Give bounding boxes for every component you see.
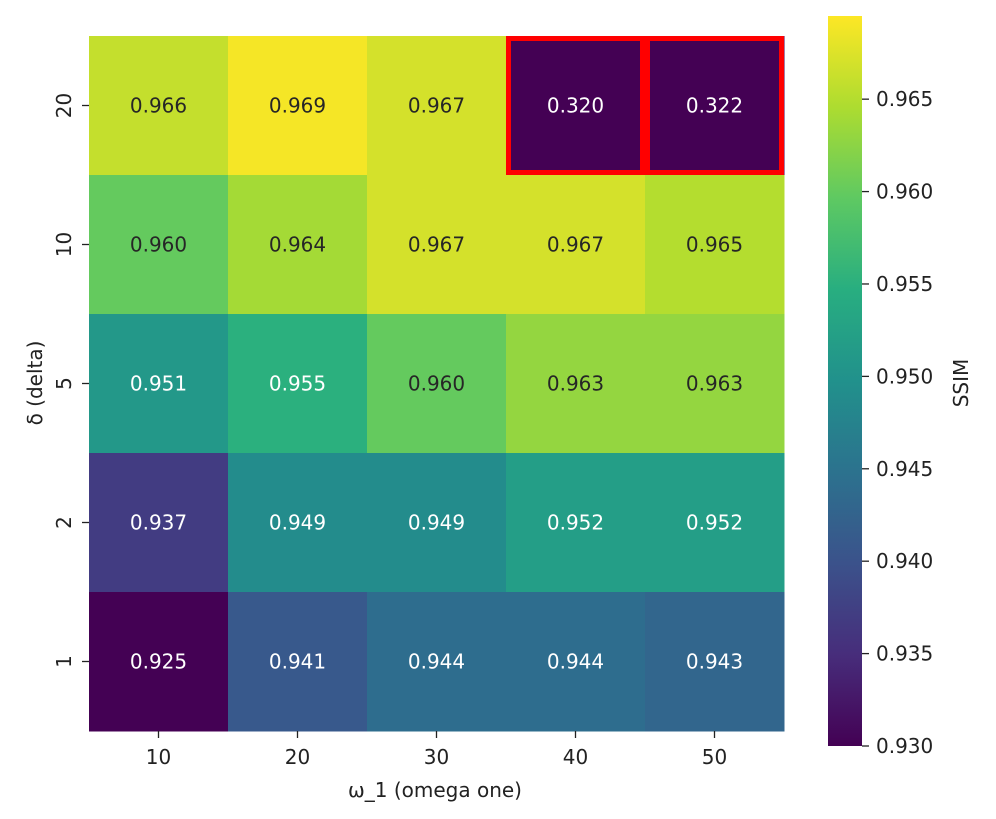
x-tick-label: 10: [146, 745, 171, 769]
cell-value-label: 0.949: [408, 511, 465, 535]
heatmap-cell: [367, 36, 507, 176]
cell-value-label: 0.964: [269, 233, 326, 257]
heatmap-cell: [645, 36, 785, 176]
highlight-boxes: [506, 36, 784, 175]
highlight-box: [645, 36, 784, 175]
cell-value-label: 0.944: [408, 650, 465, 674]
cell-value-label: 0.955: [269, 372, 326, 396]
heatmap-cell: [506, 314, 646, 454]
heatmap-cell: [645, 453, 785, 593]
y-tick-label: 2: [52, 516, 76, 529]
x-axis-title: ω_1 (omega one): [348, 778, 522, 802]
y-tick-label: 20: [52, 93, 76, 118]
x-tick-label: 30: [424, 745, 449, 769]
cell-value-label: 0.967: [408, 233, 465, 257]
heatmap-cell: [89, 36, 229, 176]
cell-value-label: 0.969: [269, 94, 326, 118]
colorbar-tick-label: 0.965: [876, 87, 933, 111]
heatmap-cell: [645, 314, 785, 454]
colorbar-gradient: [828, 16, 862, 746]
heatmap-cell: [506, 175, 646, 315]
y-axis-ticks: 20 10 5 2 1: [52, 93, 89, 668]
colorbar-tick-label: 0.955: [876, 272, 933, 296]
heatmap-cell: [506, 453, 646, 593]
cell-value-label: 0.951: [130, 372, 187, 396]
y-axis-title: δ (delta): [23, 341, 47, 426]
y-tick-label: 10: [52, 232, 76, 257]
colorbar-tick-label: 0.945: [876, 457, 933, 481]
heatmap-cell: [228, 453, 368, 593]
heatmap-cell: [228, 175, 368, 315]
heatmap-cell: [367, 453, 507, 593]
heatmap-cell: [89, 314, 229, 454]
colorbar-tick-label: 0.950: [876, 364, 933, 388]
x-axis-ticks: 10 20 30 40 50: [146, 731, 727, 769]
heatmap-cell: [89, 175, 229, 315]
cell-value-label: 0.949: [269, 511, 326, 535]
colorbar: 0.930 0.935 0.940 0.945 0.950 0.955 0.960 0.965: [828, 16, 933, 758]
x-tick-label: 50: [702, 745, 727, 769]
heatmap-cell: [89, 592, 229, 732]
heatmap-cell: [367, 175, 507, 315]
x-tick-label: 40: [563, 745, 588, 769]
colorbar-tick-label: 0.935: [876, 642, 933, 666]
heatmap-cell: [367, 592, 507, 732]
cell-value-label: 0.967: [408, 94, 465, 118]
cell-value-label: 0.952: [547, 511, 604, 535]
highlight-box: [506, 36, 645, 175]
heatmap-cell: [228, 592, 368, 732]
heatmap-cell: [645, 175, 785, 315]
cell-value-label: 0.967: [547, 233, 604, 257]
x-tick-label: 20: [285, 745, 310, 769]
heatmap-cell: [367, 314, 507, 454]
cell-value-label: 0.322: [686, 94, 743, 118]
colorbar-tick-label: 0.960: [876, 180, 933, 204]
cell-value-label: 0.960: [408, 372, 465, 396]
cell-value-label: 0.937: [130, 511, 187, 535]
cell-value-label: 0.943: [686, 650, 743, 674]
heatmap-cell: [506, 36, 646, 176]
cell-value-label: 0.966: [130, 94, 187, 118]
y-tick-label: 5: [52, 377, 76, 390]
heatmap-cell: [645, 592, 785, 732]
heatmap-cell: [228, 314, 368, 454]
cell-value-label: 0.963: [686, 372, 743, 396]
cell-value-label: 0.952: [686, 511, 743, 535]
cell-value-label: 0.944: [547, 650, 604, 674]
colorbar-tick-label: 0.930: [876, 734, 933, 758]
cell-value-label: 0.941: [269, 650, 326, 674]
colorbar-tick-label: 0.940: [876, 549, 933, 573]
colorbar-label: SSIM: [949, 359, 973, 408]
heatmap-cell: [506, 592, 646, 732]
cell-value-label: 0.963: [547, 372, 604, 396]
heatmap-cell: [89, 453, 229, 593]
cell-value-label: 0.960: [130, 233, 187, 257]
heatmap-cells: 0.966 0.969 0.967 0.320 0.322 0.960 0.964 0.967…: [89, 36, 785, 732]
y-tick-label: 1: [52, 655, 76, 668]
heatmap-cell: [228, 36, 368, 176]
cell-value-label: 0.965: [686, 233, 743, 257]
cell-value-label: 0.320: [547, 94, 604, 118]
cell-value-label: 0.925: [130, 650, 187, 674]
